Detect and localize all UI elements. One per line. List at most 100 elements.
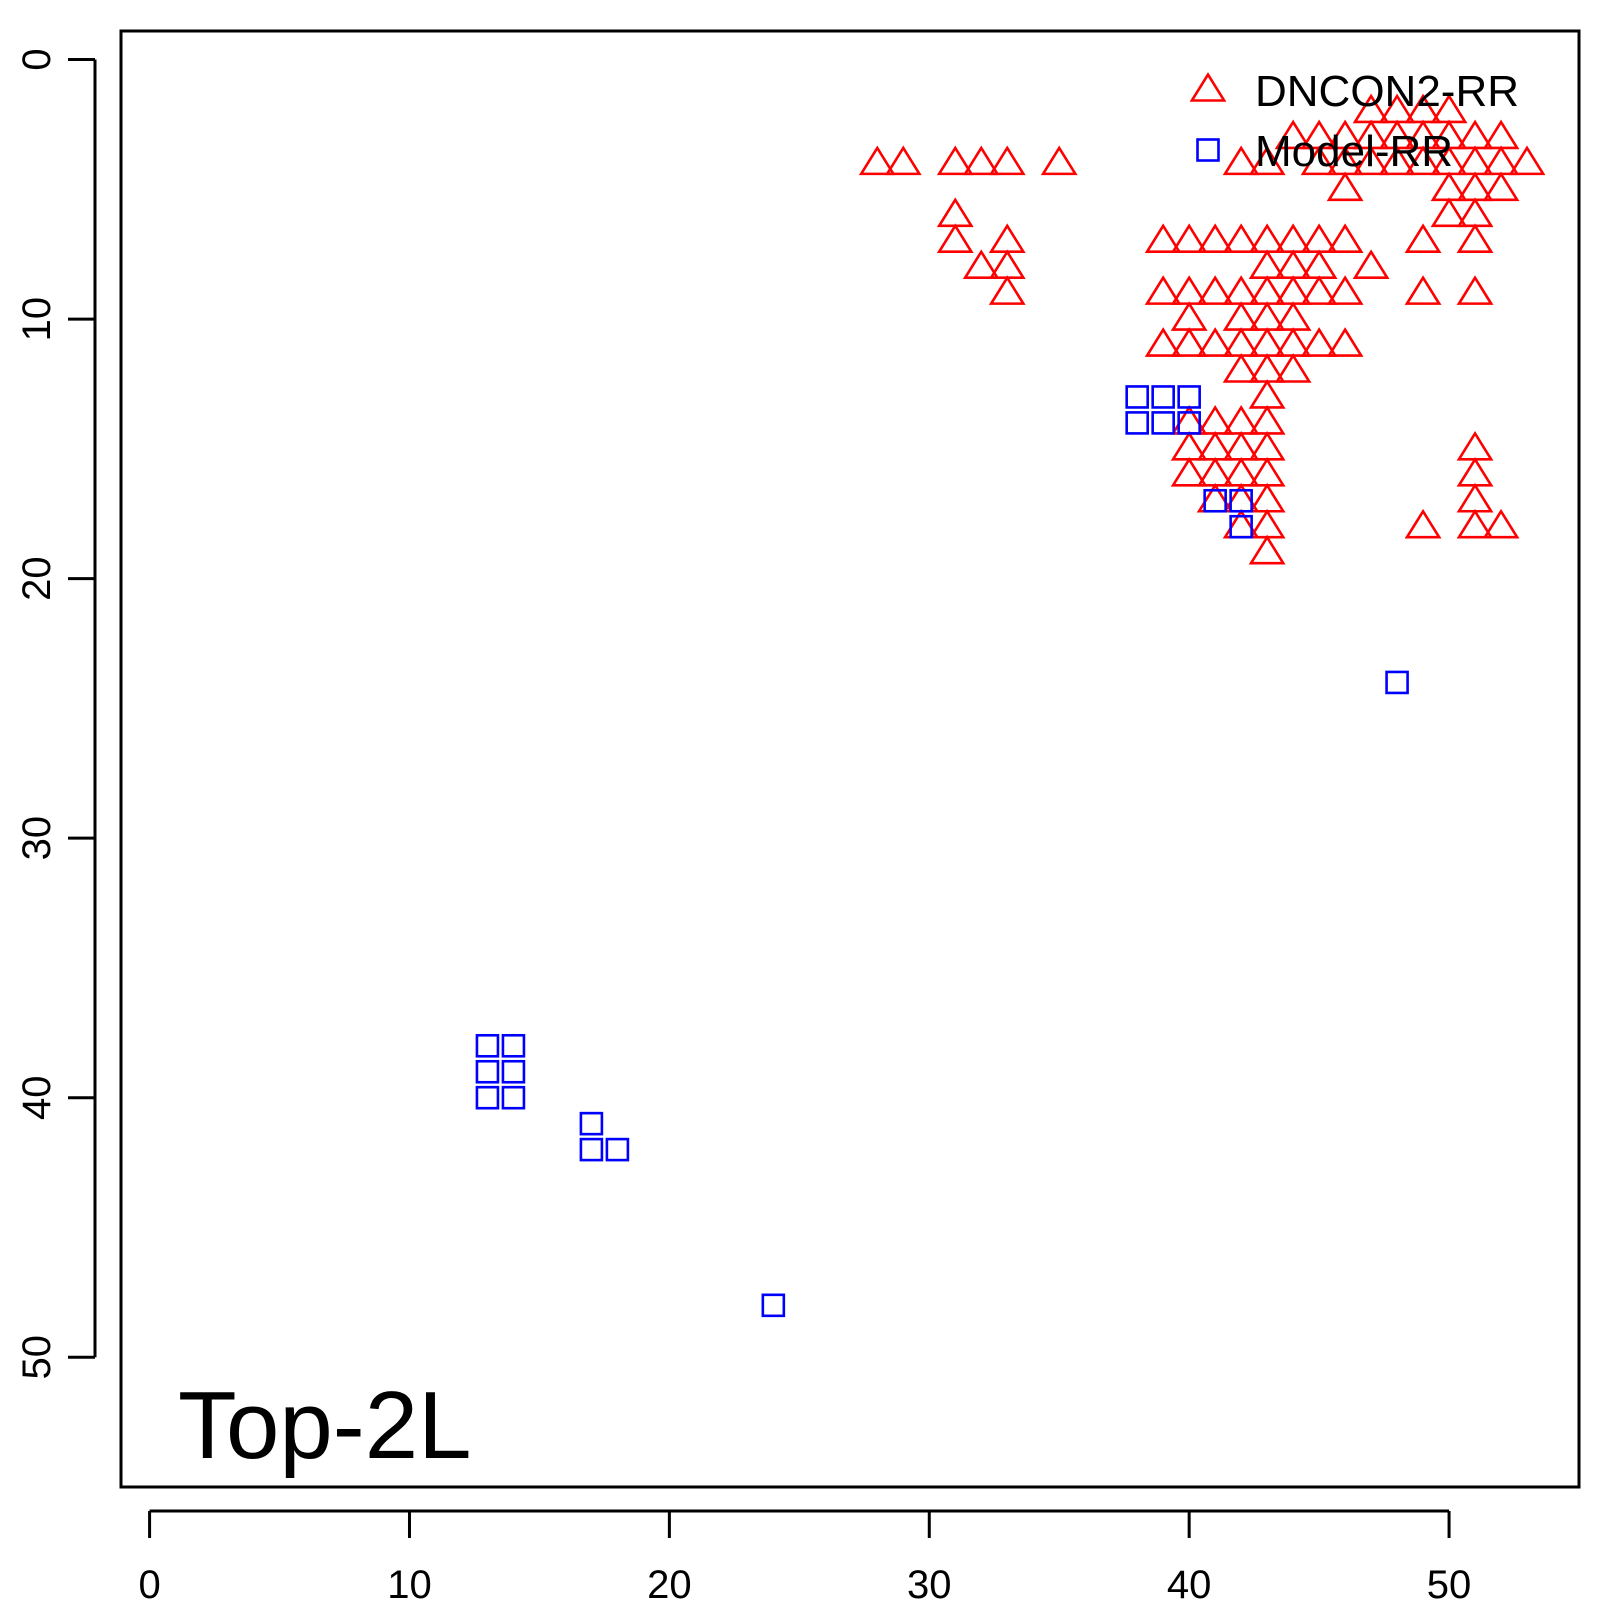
dncon2-rr-point <box>1144 223 1182 254</box>
dncon2-rr-point <box>1404 508 1442 539</box>
model-rr-point <box>1151 411 1175 435</box>
dncon2-rr-point <box>1222 145 1260 176</box>
model-rr-point <box>605 1137 630 1162</box>
dncon2-rr-point <box>988 275 1026 305</box>
dncon2-rr-point <box>858 145 896 176</box>
dncon2-rr-point <box>962 145 1000 176</box>
dncon2-rr-point <box>1300 327 1338 357</box>
dncon2-rr-point <box>1222 223 1260 254</box>
x-tick-label: 20 <box>647 1563 692 1600</box>
legend-label: DNCON2-RR <box>1255 67 1519 116</box>
x-tick-label: 0 <box>138 1563 160 1600</box>
dncon2-rr-point <box>962 249 1000 279</box>
dncon2-rr-point <box>1196 275 1234 305</box>
dncon2-rr-point <box>936 223 974 254</box>
dncon2-rr-point <box>1300 145 1338 176</box>
model-rr-point <box>475 1085 500 1110</box>
x-tick-label: 50 <box>1427 1563 1472 1600</box>
dncon2-rr-point <box>1482 508 1520 539</box>
dncon2-rr-point <box>988 223 1026 254</box>
dncon2-rr-point <box>1326 327 1364 357</box>
dncon2-rr-point <box>1170 327 1208 357</box>
dncon2-rr-point <box>1404 145 1442 176</box>
dncon2-rr-point <box>1326 171 1364 202</box>
model-rr-point <box>1203 488 1227 513</box>
data-points <box>475 93 1546 1318</box>
dncon2-rr-point <box>1326 275 1364 305</box>
y-axis: 0 10 20 30 40 50 <box>15 48 97 1380</box>
model-rr-point <box>1229 488 1253 513</box>
legend-square-icon <box>1196 138 1220 162</box>
y-tick-label: 20 <box>15 556 59 601</box>
dncon2-rr-point <box>1352 145 1390 176</box>
dncon2-rr-point <box>1170 301 1208 331</box>
model-rr-point <box>475 1033 500 1058</box>
model-rr-point <box>1151 385 1175 409</box>
x-tick-label: 40 <box>1167 1563 1212 1600</box>
model-rr-point <box>1385 670 1409 695</box>
dncon2-rr-point <box>1508 145 1546 176</box>
dncon2-rr-point <box>1430 93 1468 124</box>
model-rr-point <box>761 1293 786 1318</box>
dncon2-rr-point <box>1274 119 1312 150</box>
legend-triangle-icon <box>1189 72 1227 102</box>
model-rr-point <box>579 1137 604 1162</box>
plot-frame <box>119 29 1581 1489</box>
dncon2-rr-point <box>1352 93 1390 124</box>
dncon2-rr-point <box>1170 223 1208 254</box>
dncon2-rr-point <box>1144 275 1182 305</box>
y-tick-label: 0 <box>15 48 59 70</box>
y-tick-label: 30 <box>15 816 59 861</box>
legend: DNCON2-RR Model-RR <box>1189 67 1519 176</box>
dncon2-rr-point <box>1196 223 1234 254</box>
dncon2-rr-point <box>1456 223 1494 254</box>
dncon2-rr-point <box>988 145 1026 176</box>
dncon2-rr-point <box>1482 171 1520 202</box>
dncon2-rr-point <box>1456 456 1494 487</box>
dncon2-rr-point <box>936 145 974 176</box>
dncon2-rr-point <box>1430 197 1468 228</box>
dncon2-rr-point <box>1404 93 1442 124</box>
dncon2-rr-point <box>1326 223 1364 254</box>
dncon2-rr-point <box>1456 508 1494 539</box>
legend-label: Model-RR <box>1255 127 1453 176</box>
dncon2-rr-point <box>1248 379 1286 409</box>
model-rr-point <box>1177 385 1201 409</box>
dncon2-rr-point <box>1274 353 1312 383</box>
dncon2-rr-point <box>1300 275 1338 305</box>
dncon2-rr-point <box>1222 353 1260 383</box>
y-tick-label: 50 <box>15 1335 59 1380</box>
dncon2-rr-point <box>1404 275 1442 305</box>
model-rr-point <box>501 1033 526 1058</box>
x-axis: 0 10 20 30 40 50 <box>138 1509 1472 1600</box>
dncon2-rr-point <box>1404 223 1442 254</box>
y-tick-label: 40 <box>15 1075 59 1120</box>
model-rr-point <box>1125 385 1149 409</box>
model-rr-point <box>501 1059 526 1084</box>
dncon2-rr-point <box>936 197 974 228</box>
model-rr-point <box>1177 411 1201 435</box>
x-tick-label: 30 <box>907 1563 952 1600</box>
dncon2-rr-point <box>1248 145 1286 176</box>
dncon2-rr-point <box>1144 327 1182 357</box>
dncon2-rr-point <box>884 145 922 176</box>
dncon2-rr-point <box>1352 249 1390 279</box>
dncon2-rr-point <box>1456 275 1494 305</box>
model-rr-point <box>579 1111 604 1136</box>
model-rr-point <box>1229 514 1253 539</box>
model-rr-point <box>501 1085 526 1110</box>
x-tick-label: 10 <box>387 1563 432 1600</box>
dncon2-rr-point <box>1456 482 1494 513</box>
dncon2-rr-point <box>1040 145 1078 176</box>
dncon2-rr-point <box>1170 456 1208 487</box>
dncon2-rr-point <box>1378 145 1416 176</box>
dncon2-rr-point <box>1378 93 1416 124</box>
model-rr-point <box>475 1059 500 1084</box>
dncon2-rr-point <box>1248 534 1286 565</box>
plot-annotation: Top-2L <box>178 1372 472 1479</box>
dncon2-rr-point <box>1196 327 1234 357</box>
dncon2-rr-point <box>1456 430 1494 461</box>
model-rr-point <box>1125 411 1149 435</box>
y-tick-label: 10 <box>15 297 59 342</box>
